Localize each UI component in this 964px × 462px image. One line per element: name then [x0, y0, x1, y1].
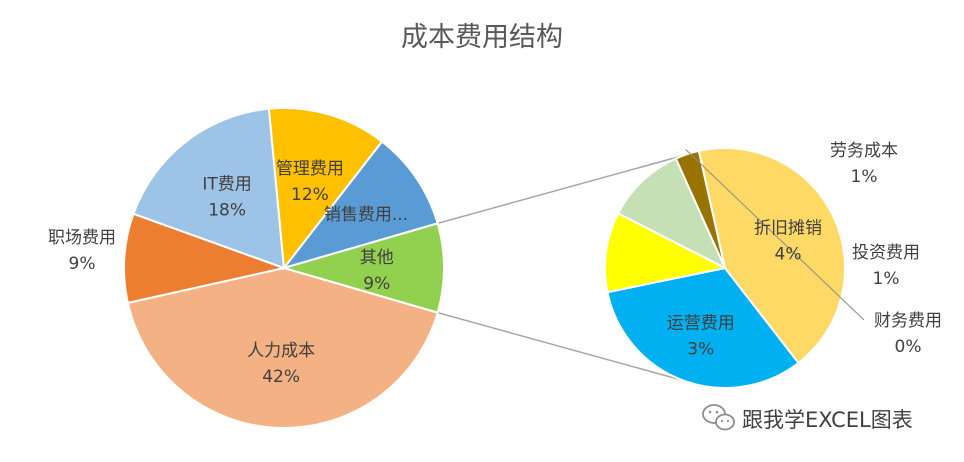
- secondary-pie-slice-3-value: 0%: [895, 337, 922, 357]
- secondary-pie: [604, 147, 846, 389]
- main-pie-slice-1-label: 职场费用: [48, 228, 116, 248]
- main-pie-slice-3: [267, 107, 384, 271]
- secondary-pie-slice-4-value: 4%: [775, 244, 802, 264]
- secondary-pie-slice-2-label: 投资费用: [852, 243, 920, 263]
- slice-labels: 人力成本 42% 职场费用 9% IT费用 18% 管理费用 12%销售费用... 其他 9% 运营…: [48, 141, 942, 387]
- wechat-icon: [702, 404, 735, 431]
- main-pie-slice-3-value: 12%: [291, 185, 329, 205]
- secondary-pie-slice-1-value: 1%: [851, 167, 878, 187]
- secondary-pie-slice-2: [616, 157, 728, 271]
- main-pie-slice-0: [126, 266, 439, 430]
- main-pie-slice-5: [280, 222, 445, 314]
- connector-line-top: [437, 149, 703, 225]
- secondary-pie-slice-0-value: 3%: [687, 339, 714, 359]
- main-pie-slice-2: [132, 107, 286, 270]
- secondary-pie-slice-1: [604, 211, 728, 294]
- main-pie-slice-4: [281, 140, 439, 270]
- connector-lines: [437, 149, 703, 387]
- watermark-text: 跟我学EXCEL图表: [742, 408, 913, 432]
- secondary-pie-slice-0: [606, 266, 800, 389]
- secondary-pie-slice-1-label: 劳务成本: [830, 141, 898, 161]
- secondary-pie-slice-2-value: 1%: [873, 269, 900, 289]
- secondary-pie-slice-4-label: 折旧摊销: [754, 218, 822, 238]
- main-pie-slice-5-value: 9%: [363, 274, 390, 294]
- main-pie-slice-4-label: 销售费用...: [324, 205, 408, 225]
- secondary-pie-slice-0-label: 运营费用: [667, 313, 735, 333]
- secondary-pie-slice-4: [697, 147, 846, 365]
- main-pie-slice-0-value: 42%: [262, 367, 300, 387]
- main-pie-slice-0-label: 人力成本: [247, 341, 315, 361]
- main-pie-slice-2-value: 18%: [208, 201, 246, 221]
- main-pie: [123, 107, 445, 430]
- main-pie-slice-1: [123, 212, 288, 305]
- connector-line-bottom: [437, 311, 703, 387]
- main-pie-slice-2-label: IT费用: [202, 175, 251, 195]
- leader-line-3: [685, 149, 865, 321]
- secondary-pie-slice-3-label: 财务费用: [874, 311, 942, 331]
- watermark: 跟我学EXCEL图表: [702, 404, 913, 432]
- chart-title: 成本费用结构: [401, 22, 563, 53]
- main-pie-slice-1-value: 9%: [69, 254, 96, 274]
- main-pie-slice-3-label: 管理费用: [276, 159, 344, 179]
- main-pie-slice-5-label: 其他: [360, 248, 394, 268]
